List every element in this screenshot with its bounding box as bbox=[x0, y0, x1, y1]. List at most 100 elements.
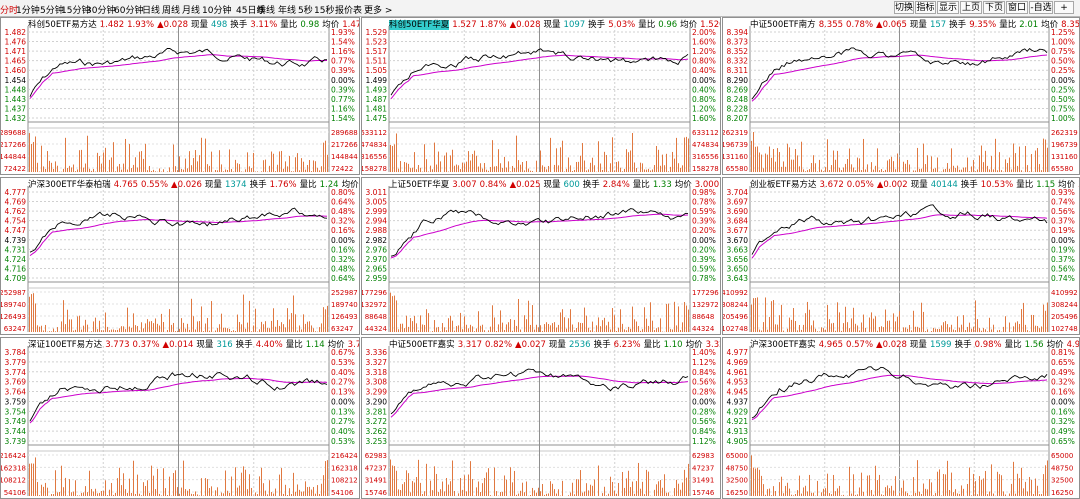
volume-bar bbox=[123, 163, 124, 172]
volume-bar bbox=[847, 158, 848, 172]
security-name[interactable]: 沪深300ETF嘉实 bbox=[750, 340, 816, 350]
volume-bar bbox=[43, 486, 44, 496]
volume-bar bbox=[833, 474, 834, 496]
security-name[interactable]: 科创50ETF华夏 bbox=[389, 20, 450, 30]
period-tab-6[interactable]: 日线 bbox=[142, 6, 161, 16]
volume-bar bbox=[592, 157, 593, 172]
chart-panel[interactable]: 沪深300ETF华泰柏瑞 4.765 0.55% ▲0.026 现量 1374 换手 1.76… bbox=[0, 177, 360, 335]
volume-bar bbox=[283, 324, 284, 332]
security-name[interactable]: 中证500ETF嘉实 bbox=[389, 340, 455, 350]
price-line bbox=[390, 368, 689, 415]
percent-tick-label: 1.54% bbox=[331, 114, 355, 123]
chart-panel[interactable]: 沪深300ETF嘉实 4.965 0.57% ▲0.028 现量 1599 换手 0.98% 量… bbox=[722, 337, 1080, 499]
volume-bar bbox=[159, 493, 160, 496]
percent-tick-label: 0.32% bbox=[331, 217, 355, 226]
period-tab-14[interactable]: 15秒 bbox=[314, 6, 335, 16]
price-tick-label: 4.739 bbox=[5, 236, 27, 245]
intraday-chart[interactable]: 8.394 1.25%8.373 1.00%8.352 0.75%8.332 0.50%… bbox=[723, 18, 1080, 175]
volume-bar bbox=[1013, 326, 1014, 332]
volume-bar bbox=[239, 485, 240, 496]
intraday-chart[interactable]: 3.336 1.40%3.327 1.12%3.318 0.84%3.308 0.56%… bbox=[362, 338, 721, 499]
volume-bar bbox=[438, 151, 439, 172]
volume-bar bbox=[959, 169, 960, 172]
percent-tick-label: 0.00% bbox=[692, 236, 716, 245]
volume-bar bbox=[91, 331, 92, 332]
chart-panel[interactable]: 深证100ETF易方达 3.773 0.37% ▲0.014 现量 316 换手 4.40% 量… bbox=[0, 337, 360, 499]
toolbar-button-3[interactable]: 上页 bbox=[960, 1, 982, 14]
intraday-chart[interactable]: 4.777 0.80%4.769 0.64%4.762 0.48%4.754 0.32%… bbox=[1, 178, 360, 335]
intraday-chart[interactable]: 3.784 0.67%3.779 0.53%3.774 0.40%3.769 0.27%… bbox=[1, 338, 360, 499]
period-tab-0[interactable]: 分时 bbox=[0, 6, 19, 16]
percent-tick-label: 0.00% bbox=[1051, 397, 1075, 406]
volume-bar bbox=[223, 327, 224, 332]
toolbar-button-2[interactable]: 显示 bbox=[937, 1, 959, 14]
period-tab-15[interactable]: 报价表 bbox=[335, 6, 363, 16]
toolbar-button-4[interactable]: 下页 bbox=[983, 1, 1005, 14]
period-tab-8[interactable]: 月线 bbox=[182, 6, 201, 16]
volume-bar bbox=[825, 167, 826, 172]
percent-tick-label: 1.54% bbox=[331, 38, 355, 47]
volume-bar bbox=[261, 321, 262, 332]
volume-bar bbox=[428, 313, 429, 332]
intraday-chart[interactable]: 1.482 1.93%1.476 1.54%1.471 1.16%1.465 0.77%… bbox=[1, 18, 360, 175]
volume-bar bbox=[630, 487, 631, 496]
toolbar-button-6[interactable]: -自选 bbox=[1029, 1, 1053, 14]
security-name[interactable]: 上证50ETF华夏 bbox=[389, 180, 450, 190]
toolbar-button-1[interactable]: 指标 bbox=[915, 1, 936, 14]
chart-panel[interactable]: 上证50ETF华夏 3.007 0.84% ▲0.025 现量 600 换手 2.84% 量比 1… bbox=[361, 177, 721, 335]
turnover-label: 换手 bbox=[593, 340, 611, 350]
volume-bar bbox=[185, 328, 186, 332]
period-tab-1[interactable]: 1分钟 bbox=[16, 6, 40, 16]
security-name[interactable]: 沪深300ETF华泰柏瑞 bbox=[28, 180, 111, 190]
volume-bar bbox=[1011, 169, 1012, 172]
toolbar-button-5[interactable]: 窗口 bbox=[1006, 1, 1028, 14]
volume-bar bbox=[29, 296, 30, 332]
chart-panel[interactable]: 创业板ETF易方达 3.672 0.05% ▲0.002 现量 40144 换手 10.53%… bbox=[722, 177, 1080, 335]
intraday-chart[interactable]: 4.977 0.81%4.969 0.65%4.961 0.49%4.953 0.32%… bbox=[723, 338, 1080, 499]
chart-panel[interactable]: 中证500ETF南方 8.355 0.78% ▲0.065 现量 157 换手 9.35% 量比… bbox=[722, 17, 1080, 175]
price-tick-label: 8.248 bbox=[727, 95, 749, 104]
volume-bar bbox=[983, 478, 984, 496]
period-tab-2[interactable]: 5分钟 bbox=[40, 6, 64, 16]
volume-bar bbox=[594, 479, 595, 496]
volume-bar bbox=[458, 493, 459, 496]
security-name[interactable]: 中证500ETF南方 bbox=[750, 20, 816, 30]
volume-bar bbox=[626, 149, 627, 172]
volume-bar bbox=[919, 168, 920, 172]
period-tab-5[interactable]: 60分钟 bbox=[114, 6, 144, 16]
volume-bar bbox=[891, 485, 892, 496]
intraday-chart[interactable]: 3.704 0.93%3.697 0.74%3.690 0.56%3.684 0.37%… bbox=[723, 178, 1080, 335]
period-tab-7[interactable]: 周线 bbox=[162, 6, 181, 16]
security-name[interactable]: 深证100ETF易方达 bbox=[28, 340, 103, 350]
chart-panel[interactable]: 科创50ETF易方达 1.482 1.93% ▲0.028 现量 498 换手 3.11% 量比… bbox=[0, 17, 360, 175]
toolbar-button-7[interactable]: + bbox=[1054, 1, 1074, 14]
volume-bar bbox=[225, 327, 226, 332]
intraday-chart[interactable]: 3.011 0.98%3.005 0.78%2.999 0.59%2.994 0.39%… bbox=[362, 178, 721, 335]
security-name[interactable]: 科创50ETF易方达 bbox=[28, 20, 97, 30]
volume-bar bbox=[584, 160, 585, 172]
period-tab-16[interactable]: 更多 > bbox=[364, 6, 393, 16]
period-tab-12[interactable]: 年线 bbox=[278, 6, 297, 16]
period-tab-3[interactable]: 15分钟 bbox=[61, 6, 91, 16]
volume-bar bbox=[761, 475, 762, 496]
volume-bar bbox=[1043, 304, 1044, 332]
intraday-chart[interactable]: 1.529 2.00%1.523 1.60%1.517 1.20%1.511 0.80%… bbox=[362, 18, 721, 175]
volume-bar bbox=[674, 158, 675, 172]
volume-bar bbox=[686, 305, 687, 332]
volume-bar bbox=[654, 330, 655, 332]
chart-panel[interactable]: 中证500ETF嘉实 3.317 0.82% ▲0.027 现量 2536 换手 6.23% 量… bbox=[361, 337, 721, 499]
volume-bar bbox=[486, 472, 487, 496]
period-tab-4[interactable]: 30分钟 bbox=[86, 6, 116, 16]
chart-panel[interactable]: 科创50ETF华夏 1.527 1.87% ▲0.028 现量 1097 换手 5.03% 量比… bbox=[361, 17, 721, 175]
volume-bar bbox=[578, 479, 579, 496]
security-name[interactable]: 创业板ETF易方达 bbox=[750, 180, 817, 190]
period-tab-11[interactable]: 季线 bbox=[257, 6, 276, 16]
toolbar-button-0[interactable]: 切换 bbox=[894, 1, 914, 14]
volume-bar bbox=[871, 162, 872, 172]
volume-bar bbox=[506, 167, 507, 172]
period-tab-10[interactable]: 45日线 bbox=[236, 6, 266, 16]
period-tab-13[interactable]: 5秒 bbox=[298, 6, 313, 16]
volume-bar bbox=[686, 136, 687, 172]
volume-bar bbox=[422, 494, 423, 496]
period-tab-9[interactable]: 10分钟 bbox=[202, 6, 232, 16]
